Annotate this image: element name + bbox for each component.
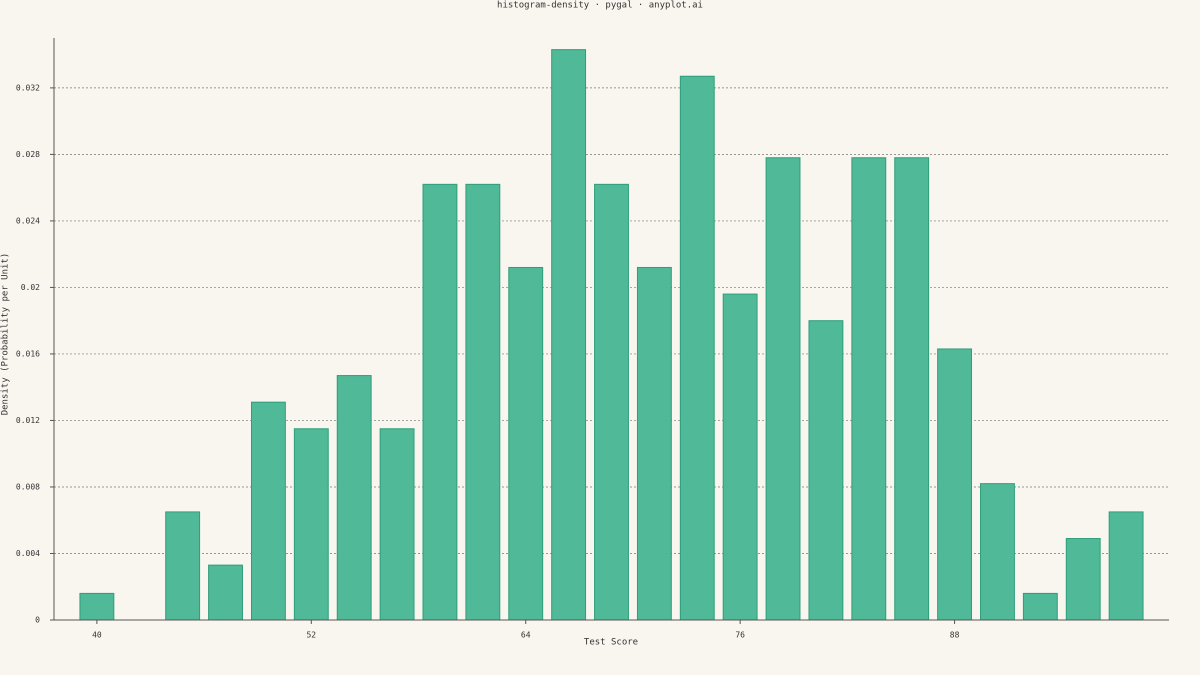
y-tick-label: 0.008: [16, 482, 40, 491]
y-tick-label: 0.032: [16, 83, 40, 92]
y-tick-label: 0.02: [21, 283, 40, 292]
x-tick-label: 88: [950, 631, 960, 640]
x-tick-label: 64: [521, 631, 531, 640]
chart-title: histogram-density · pygal · anyplot.ai: [497, 1, 703, 11]
bar: [165, 511, 201, 621]
y-tick-label: 0: [35, 616, 40, 625]
x-tick-label: 40: [92, 631, 102, 640]
bar: [1108, 511, 1144, 621]
y-axis-label: Density (Probability per Unit): [1, 253, 11, 416]
bar: [679, 75, 715, 621]
bar: [1022, 592, 1058, 621]
x-tick-label: 52: [306, 631, 316, 640]
bar: [250, 401, 286, 621]
x-axis-label: Test Score: [584, 638, 638, 648]
y-tick-label: 0.024: [16, 216, 40, 225]
bar: [336, 375, 372, 621]
bar: [208, 564, 243, 621]
bar: [636, 266, 672, 621]
y-tick-label: 0.016: [16, 349, 40, 358]
bar: [465, 183, 501, 621]
bar: [851, 157, 887, 621]
bar: [894, 157, 930, 621]
bar: [508, 266, 544, 621]
bar: [422, 183, 458, 621]
y-tick-label: 0.012: [16, 416, 40, 425]
bar: [808, 320, 844, 621]
bar: [293, 428, 329, 621]
bar: [765, 157, 801, 621]
bar: [1065, 538, 1101, 621]
bar: [722, 293, 758, 621]
x-tick-label: 76: [735, 631, 745, 640]
bar: [379, 428, 415, 621]
bar: [594, 183, 629, 621]
bar: [551, 49, 587, 621]
bar: [79, 592, 115, 621]
bar: [980, 483, 1015, 621]
bar: [937, 348, 973, 621]
y-tick-label: 0.004: [16, 549, 40, 558]
y-tick-label: 0.028: [16, 150, 40, 159]
